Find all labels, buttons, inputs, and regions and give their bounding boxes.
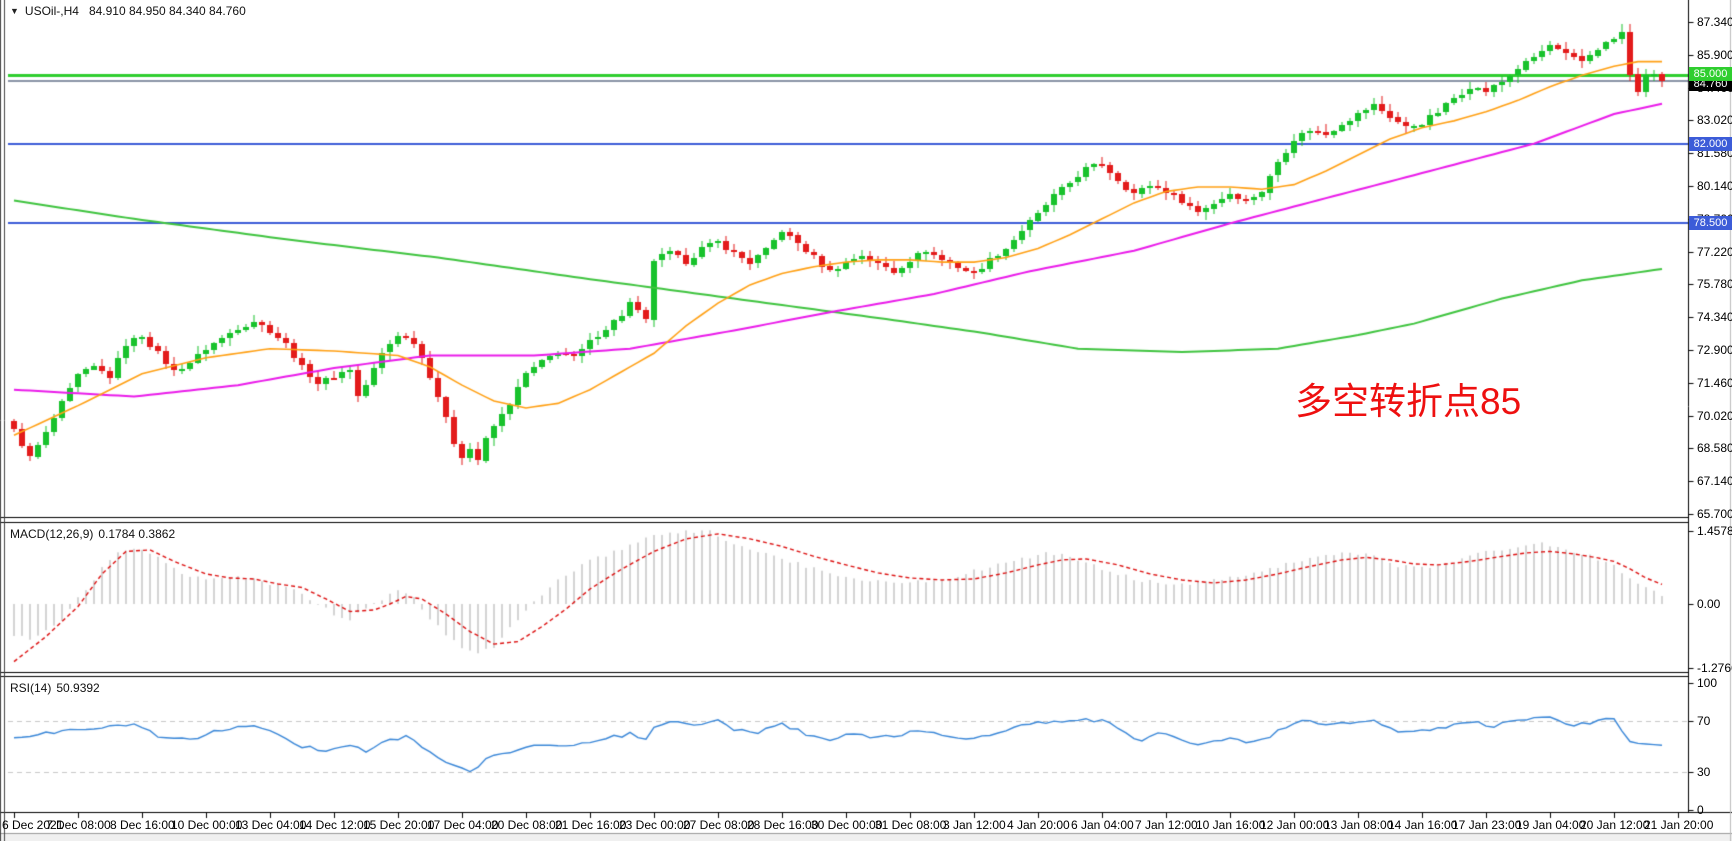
hline-price-badge: 85.000 bbox=[1689, 67, 1732, 81]
price-tick-label: 77.220 bbox=[1697, 245, 1732, 259]
chart-dropdown-icon[interactable]: ▼ bbox=[10, 6, 19, 16]
date-tick-label: 21 Jan 20:00 bbox=[1644, 818, 1714, 832]
hline-price-badge: 78.500 bbox=[1689, 216, 1732, 230]
price-tick-label: 65.700 bbox=[1697, 507, 1732, 521]
date-tick-label: 3 Jan 12:00 bbox=[943, 818, 1006, 832]
date-tick-label: 4 Jan 20:00 bbox=[1007, 818, 1070, 832]
rsi-name: RSI(14) bbox=[10, 681, 52, 695]
date-tick-label: 30 Dec 00:00 bbox=[811, 818, 883, 832]
rsi-scale-label: 30 bbox=[1697, 765, 1711, 779]
date-tick-label: 7 Jan 12:00 bbox=[1135, 818, 1198, 832]
macd-scale-label: 1.4578 bbox=[1697, 524, 1732, 538]
macd-name: MACD(12,26,9) bbox=[10, 527, 94, 541]
date-tick-label: 15 Dec 20:00 bbox=[363, 818, 435, 832]
date-tick-label: 20 Jan 12:00 bbox=[1580, 818, 1650, 832]
ohlc-values: 84.910 84.950 84.340 84.760 bbox=[88, 4, 246, 18]
price-tick-label: 72.900 bbox=[1697, 343, 1732, 357]
date-tick-label: 19 Jan 04:00 bbox=[1516, 818, 1586, 832]
price-tick-label: 75.780 bbox=[1697, 277, 1732, 291]
macd-current-values: 0.1784 0.3862 bbox=[98, 527, 176, 541]
hline-price-badge: 82.000 bbox=[1689, 137, 1732, 151]
date-tick-label: 6 Dec 2021 bbox=[2, 818, 64, 832]
date-tick-label: 14 Dec 12:00 bbox=[299, 818, 371, 832]
price-tick-label: 68.580 bbox=[1697, 441, 1732, 455]
price-tick-label: 71.460 bbox=[1697, 376, 1732, 390]
rsi-scale-label: 100 bbox=[1697, 676, 1718, 690]
date-tick-label: 13 Jan 08:00 bbox=[1324, 818, 1394, 832]
date-tick-label: 31 Dec 08:00 bbox=[875, 818, 947, 832]
date-tick-label: 8 Dec 16:00 bbox=[110, 818, 175, 832]
macd-scale-label: -1.2766 bbox=[1697, 661, 1732, 675]
price-tick-label: 85.900 bbox=[1697, 48, 1732, 62]
price-tick-label: 74.340 bbox=[1697, 310, 1732, 324]
date-tick-label: 10 Dec 00:00 bbox=[171, 818, 243, 832]
date-tick-label: 6 Jan 04:00 bbox=[1071, 818, 1134, 832]
date-tick-label: 27 Dec 08:00 bbox=[683, 818, 755, 832]
price-tick-label: 87.340 bbox=[1697, 15, 1732, 29]
price-tick-label: 67.140 bbox=[1697, 474, 1732, 488]
date-tick-label: 13 Dec 04:00 bbox=[235, 818, 307, 832]
symbol-ohlc-readout: ▼ USOil-,H4 84.910 84.950 84.340 84.760 bbox=[10, 4, 246, 18]
date-tick-label: 10 Jan 16:00 bbox=[1196, 818, 1266, 832]
date-tick-label: 21 Dec 16:00 bbox=[555, 818, 627, 832]
rsi-scale-label: 70 bbox=[1697, 714, 1711, 728]
date-tick-label: 17 Dec 04:00 bbox=[427, 818, 499, 832]
chart-text-annotation: 多空转折点85 bbox=[1295, 381, 1522, 422]
symbol-timeframe-label: USOil-,H4 bbox=[24, 4, 79, 18]
macd-scale-label: 0.00 bbox=[1697, 597, 1721, 611]
macd-indicator-label: MACD(12,26,9) 0.1784 0.3862 bbox=[10, 527, 175, 541]
rsi-current-value: 50.9392 bbox=[56, 681, 100, 695]
rsi-indicator-label: RSI(14) 50.9392 bbox=[10, 681, 100, 695]
rsi-scale-label: 0 bbox=[1697, 803, 1704, 817]
price-tick-label: 83.020 bbox=[1697, 113, 1732, 127]
date-tick-label: 17 Jan 23:00 bbox=[1452, 818, 1522, 832]
date-tick-label: 7 Dec 08:00 bbox=[46, 818, 111, 832]
price-tick-label: 70.020 bbox=[1697, 409, 1732, 423]
date-tick-label: 23 Dec 00:00 bbox=[619, 818, 691, 832]
date-tick-label: 12 Jan 00:00 bbox=[1260, 818, 1330, 832]
price-tick-label: 80.140 bbox=[1697, 179, 1732, 193]
date-tick-label: 20 Dec 08:00 bbox=[491, 818, 563, 832]
date-tick-label: 28 Dec 16:00 bbox=[747, 818, 819, 832]
date-tick-label: 14 Jan 16:00 bbox=[1388, 818, 1458, 832]
